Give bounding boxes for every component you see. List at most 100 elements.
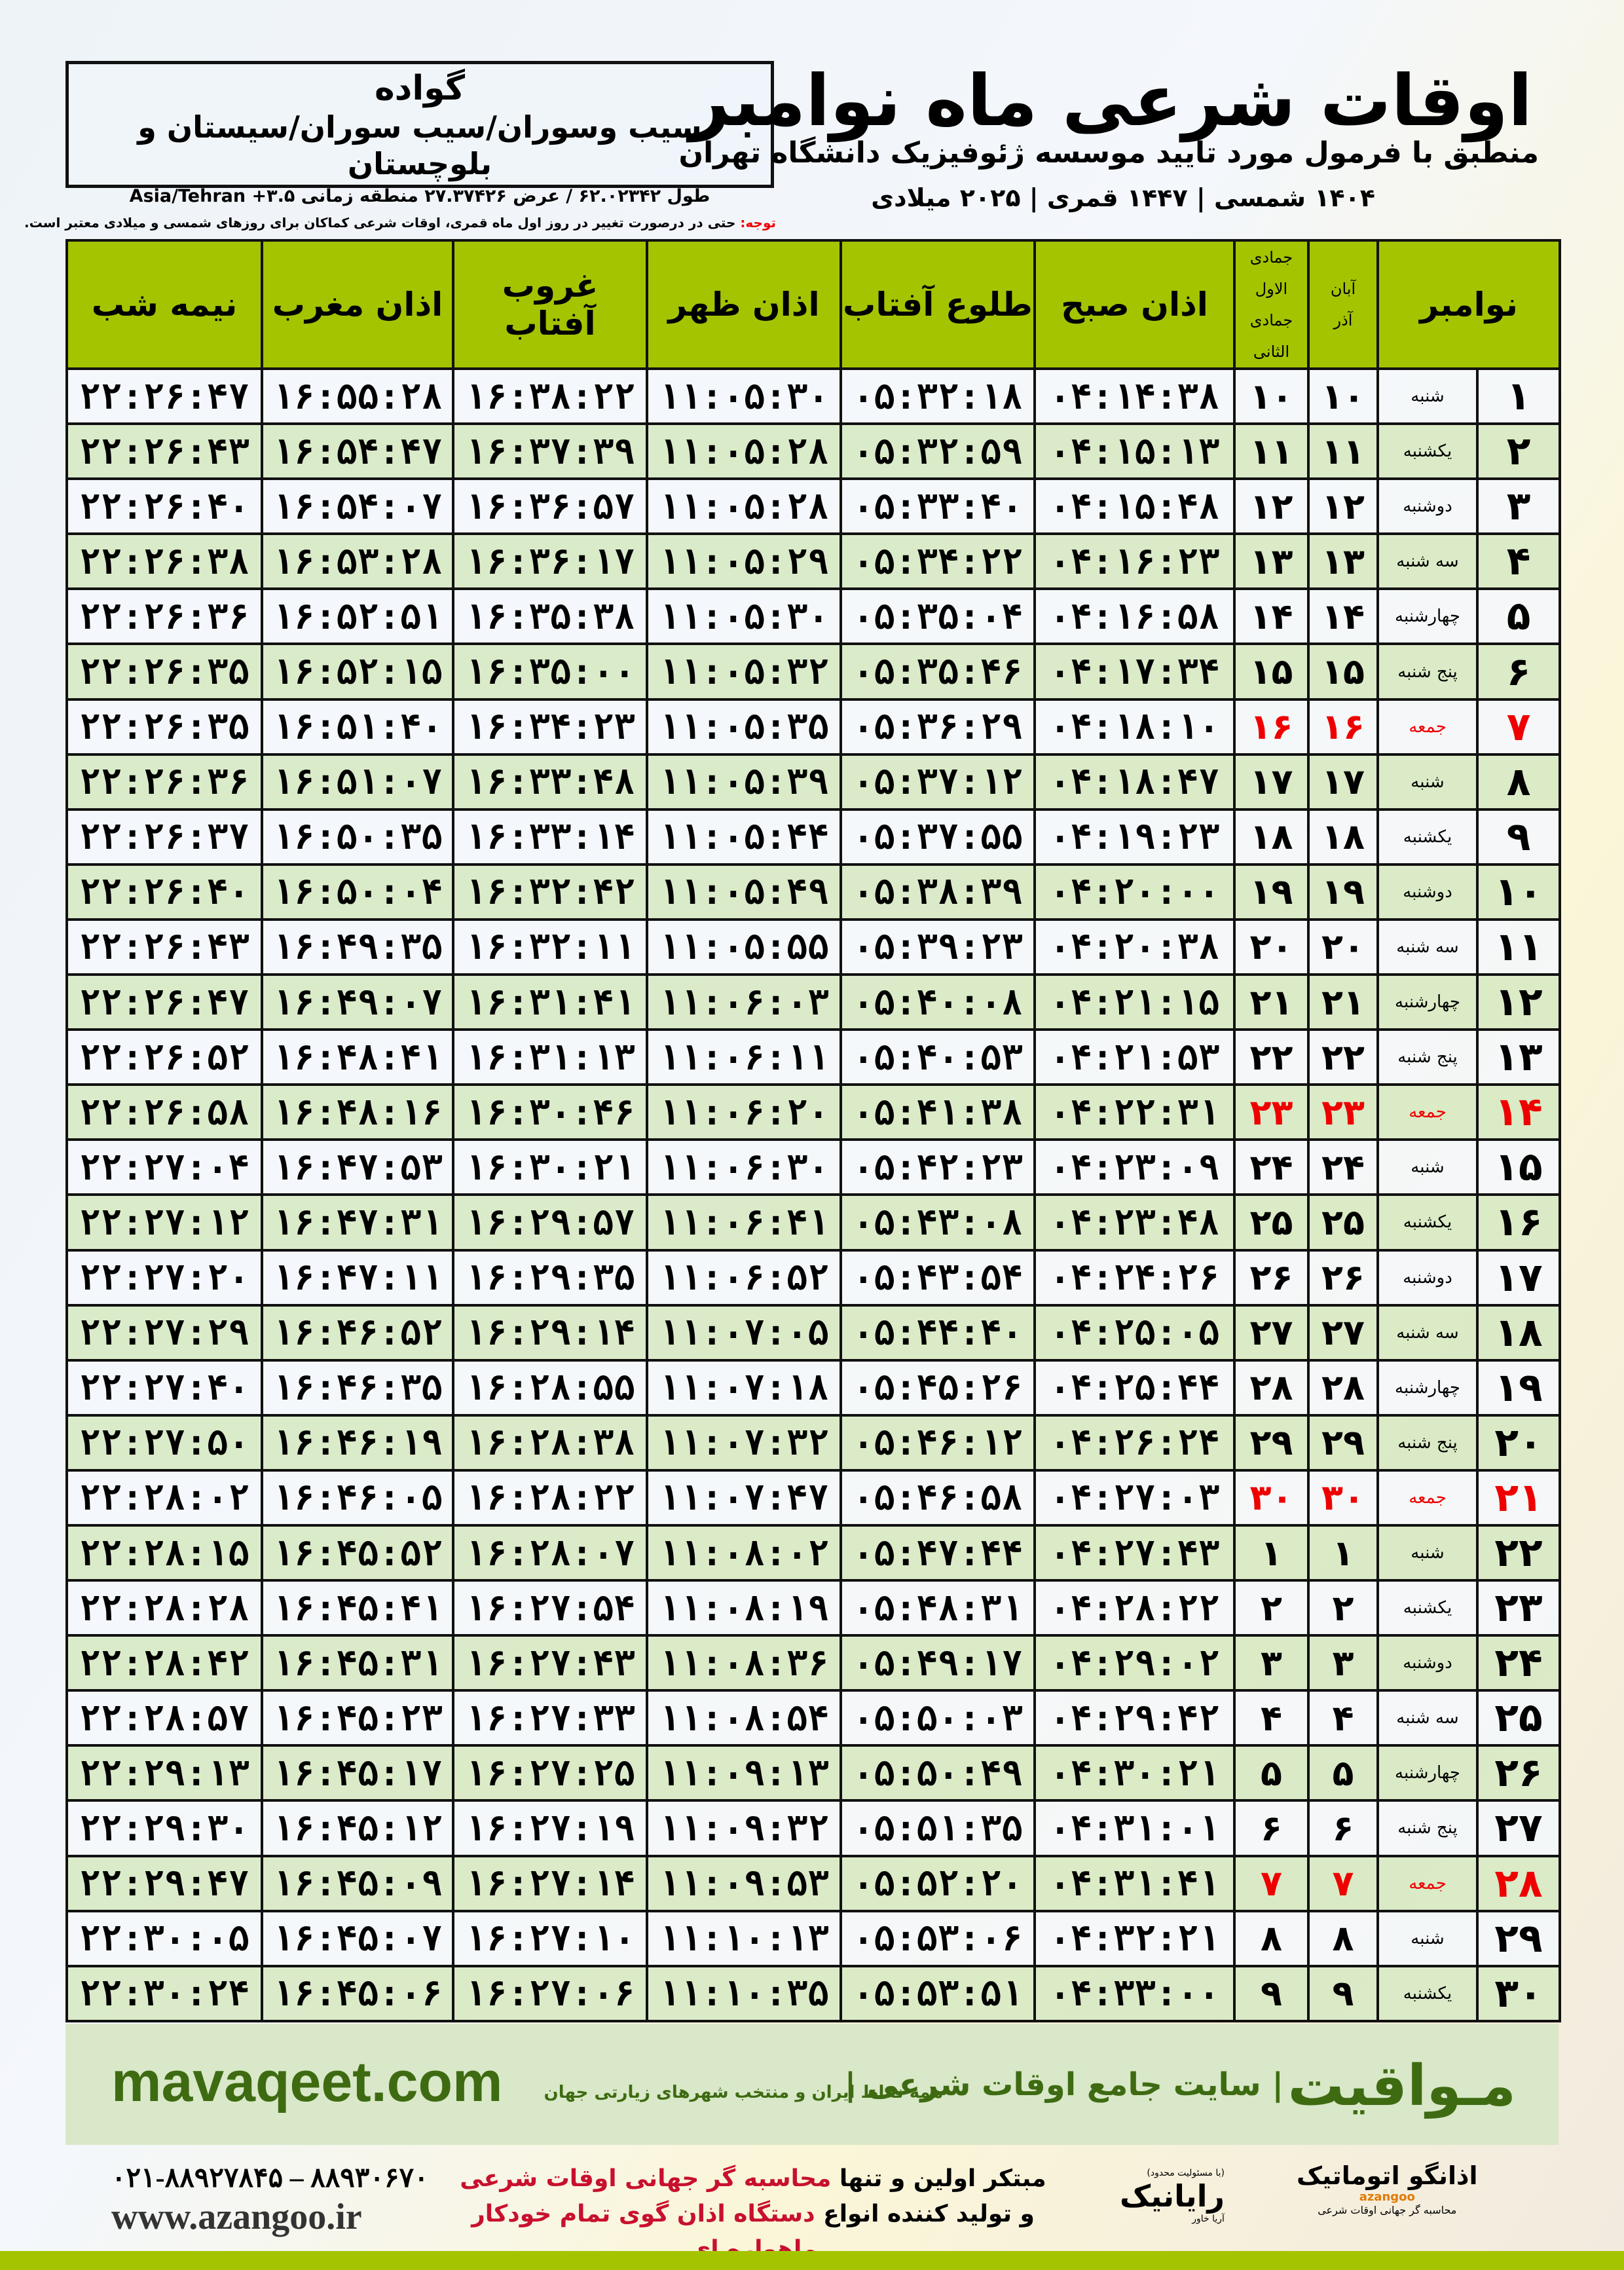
cell-qamari: ۱۰ xyxy=(1233,367,1310,426)
cell-maghrib: ۱۶:۴۷:۵۳ xyxy=(261,1138,454,1197)
rayanik-name: رایانیک xyxy=(1120,2178,1225,2214)
cell-sunrise: ۰۵:۴۳:۰۸ xyxy=(840,1193,1036,1252)
cell-sunset: ۱۶:۲۸:۰۷ xyxy=(452,1523,648,1582)
cell-maghrib: ۱۶:۴۷:۳۱ xyxy=(261,1193,454,1252)
azangoo-name: اذانگو اتوماتیک xyxy=(1297,2161,1478,2190)
cell-maghrib: ۱۶:۴۷:۱۱ xyxy=(261,1248,454,1307)
table-row: ۲ یکشنبه ۱۱ ۱۱ ۰۴:۱۵:۱۳ ۰۵:۳۲:۵۹ ۱۱:۰۵:۲۸ ۱۶:۳۷… xyxy=(65,422,1562,481)
cell-weekday: شنبه xyxy=(1376,1523,1479,1582)
cell-qamari: ۱۶ xyxy=(1233,698,1310,756)
cell-day: ۱۱ xyxy=(1476,918,1562,977)
table-row: ۲۶ چهارشنبه ۵ ۵ ۰۴:۳۰:۲۱ ۰۵:۵۰:۴۹ ۱۱:۰۹:۱۳ ۱۶:۲… xyxy=(65,1744,1562,1802)
cell-sunset: ۱۶:۲۷:۲۵ xyxy=(452,1744,648,1802)
cell-day: ۲۷ xyxy=(1476,1799,1562,1857)
cell-shamsi: ۲۵ xyxy=(1307,1193,1379,1252)
cell-shamsi: ۱۷ xyxy=(1307,753,1379,811)
cell-weekday: شنبه xyxy=(1376,753,1479,811)
cell-qamari: ۲۴ xyxy=(1233,1138,1310,1197)
cell-sunrise: ۰۵:۴۳:۵۴ xyxy=(840,1248,1036,1307)
cell-fajr: ۰۴:۲۴:۲۶ xyxy=(1033,1248,1236,1307)
cell-weekday: سه شنبه xyxy=(1376,532,1479,591)
cell-shamsi: ۱۶ xyxy=(1307,698,1379,756)
cell-sunset: ۱۶:۲۹:۳۵ xyxy=(452,1248,648,1307)
cell-shamsi: ۳۰ xyxy=(1307,1468,1379,1527)
website-link[interactable]: www.azangoo.ir xyxy=(111,2197,362,2237)
header-dhuhr: اذان ظهر xyxy=(646,239,842,370)
cell-day: ۱۷ xyxy=(1476,1248,1562,1307)
cell-weekday: سه شنبه xyxy=(1376,1303,1479,1362)
cell-fajr: ۰۴:۲۳:۴۸ xyxy=(1033,1193,1236,1252)
cell-midnight: ۲۲:۲۶:۳۸ xyxy=(65,532,263,591)
cell-weekday: شنبه xyxy=(1376,1138,1479,1197)
cell-day: ۳ xyxy=(1476,477,1562,536)
cell-sunset: ۱۶:۲۹:۵۷ xyxy=(452,1193,648,1252)
cell-day: ۴ xyxy=(1476,532,1562,591)
cell-dhuhr: ۱۱:۰۹:۵۳ xyxy=(646,1854,842,1912)
cell-shamsi: ۲۷ xyxy=(1307,1303,1379,1362)
table-row: ۷ جمعه ۱۶ ۱۶ ۰۴:۱۸:۱۰ ۰۵:۳۶:۲۹ ۱۱:۰۵:۳۵ ۱۶:۳۴:۲… xyxy=(65,698,1562,756)
cell-midnight: ۲۲:۲۸:۰۲ xyxy=(65,1468,263,1527)
cell-midnight: ۲۲:۲۶:۴۷ xyxy=(65,367,263,426)
table-row: ۲۵ سه شنبه ۴ ۴ ۰۴:۲۹:۴۲ ۰۵:۵۰:۰۳ ۱۱:۰۸:۵۴ ۱۶:۲۷… xyxy=(65,1689,1562,1747)
cell-weekday: دوشنبه xyxy=(1376,477,1479,536)
cell-maghrib: ۱۶:۵۱:۴۰ xyxy=(261,698,454,756)
cell-fajr: ۰۴:۲۲:۳۱ xyxy=(1033,1083,1236,1142)
cell-fajr: ۰۴:۱۵:۱۳ xyxy=(1033,422,1236,481)
cell-midnight: ۲۲:۲۸:۴۲ xyxy=(65,1634,263,1692)
cell-sunrise: ۰۵:۳۷:۱۲ xyxy=(840,753,1036,811)
cell-qamari: ۱۴ xyxy=(1233,587,1310,646)
cell-weekday: شنبه xyxy=(1376,367,1479,426)
cell-fajr: ۰۴:۱۸:۴۷ xyxy=(1033,753,1236,811)
cell-dhuhr: ۱۱:۰۹:۱۳ xyxy=(646,1744,842,1802)
cell-maghrib: ۱۶:۵۲:۱۵ xyxy=(261,642,454,701)
cell-fajr: ۰۴:۲۹:۰۲ xyxy=(1033,1634,1236,1692)
cell-sunrise: ۰۵:۳۳:۴۰ xyxy=(840,477,1036,536)
cell-dhuhr: ۱۱:۰۷:۳۲ xyxy=(646,1413,842,1472)
cell-qamari: ۱۳ xyxy=(1233,532,1310,591)
cell-fajr: ۰۴:۱۴:۳۸ xyxy=(1033,367,1236,426)
cell-dhuhr: ۱۱:۰۶:۰۳ xyxy=(646,973,842,1032)
cell-maghrib: ۱۶:۴۹:۰۷ xyxy=(261,973,454,1032)
cell-qamari: ۲۵ xyxy=(1233,1193,1310,1252)
cell-sunrise: ۰۵:۵۰:۰۳ xyxy=(840,1689,1036,1747)
cell-day: ۱۶ xyxy=(1476,1193,1562,1252)
cell-midnight: ۲۲:۲۹:۱۳ xyxy=(65,1744,263,1802)
cell-fajr: ۰۴:۳۰:۲۱ xyxy=(1033,1744,1236,1802)
cell-midnight: ۲۲:۲۷:۰۴ xyxy=(65,1138,263,1197)
cell-midnight: ۲۲:۲۸:۱۵ xyxy=(65,1523,263,1582)
cell-dhuhr: ۱۱:۰۷:۱۸ xyxy=(646,1358,842,1417)
header-shamsi-2: آذر xyxy=(1333,311,1353,329)
cell-dhuhr: ۱۱:۰۶:۲۰ xyxy=(646,1083,842,1142)
cell-day: ۱۰ xyxy=(1476,863,1562,921)
cell-maghrib: ۱۶:۴۵:۱۷ xyxy=(261,1744,454,1802)
cell-dhuhr: ۱۱:۱۰:۱۳ xyxy=(646,1909,842,1967)
cell-sunrise: ۰۵:۵۳:۵۱ xyxy=(840,1964,1036,2022)
cell-day: ۲۰ xyxy=(1476,1413,1562,1472)
cell-qamari: ۱ xyxy=(1233,1523,1310,1582)
cell-sunrise: ۰۵:۵۳:۰۶ xyxy=(840,1909,1036,1967)
table-row: ۴ سه شنبه ۱۳ ۱۳ ۰۴:۱۶:۲۳ ۰۵:۳۴:۲۲ ۱۱:۰۵:۲۹ ۱۶:۳… xyxy=(65,532,1562,591)
cell-shamsi: ۱۴ xyxy=(1307,587,1379,646)
cell-weekday: شنبه xyxy=(1376,1909,1479,1967)
cell-midnight: ۲۲:۲۶:۴۰ xyxy=(65,477,263,536)
cell-maghrib: ۱۶:۵۳:۲۸ xyxy=(261,532,454,591)
cell-maghrib: ۱۶:۵۰:۰۴ xyxy=(261,863,454,921)
cell-shamsi: ۱۸ xyxy=(1307,808,1379,866)
site-link[interactable]: mavaqeet.com xyxy=(111,2051,503,2113)
cell-weekday: پنج شنبه xyxy=(1376,1413,1479,1472)
cell-fajr: ۰۴:۲۱:۵۳ xyxy=(1033,1028,1236,1087)
cell-day: ۱۹ xyxy=(1476,1358,1562,1417)
cell-midnight: ۲۲:۲۷:۲۰ xyxy=(65,1248,263,1307)
cell-fajr: ۰۴:۲۵:۰۵ xyxy=(1033,1303,1236,1362)
cell-midnight: ۲۲:۲۶:۴۳ xyxy=(65,918,263,977)
cell-dhuhr: ۱۱:۰۷:۰۵ xyxy=(646,1303,842,1362)
note-label: توجه: xyxy=(740,215,776,231)
cell-maghrib: ۱۶:۴۵:۰۷ xyxy=(261,1909,454,1967)
cell-day: ۹ xyxy=(1476,808,1562,866)
cell-midnight: ۲۲:۲۶:۴۷ xyxy=(65,973,263,1032)
cell-qamari: ۵ xyxy=(1233,1744,1310,1802)
cell-fajr: ۰۴:۲۷:۴۳ xyxy=(1033,1523,1236,1582)
cell-weekday: دوشنبه xyxy=(1376,1634,1479,1692)
cell-sunset: ۱۶:۲۸:۵۵ xyxy=(452,1358,648,1417)
cell-dhuhr: ۱۱:۰۵:۴۹ xyxy=(646,863,842,921)
